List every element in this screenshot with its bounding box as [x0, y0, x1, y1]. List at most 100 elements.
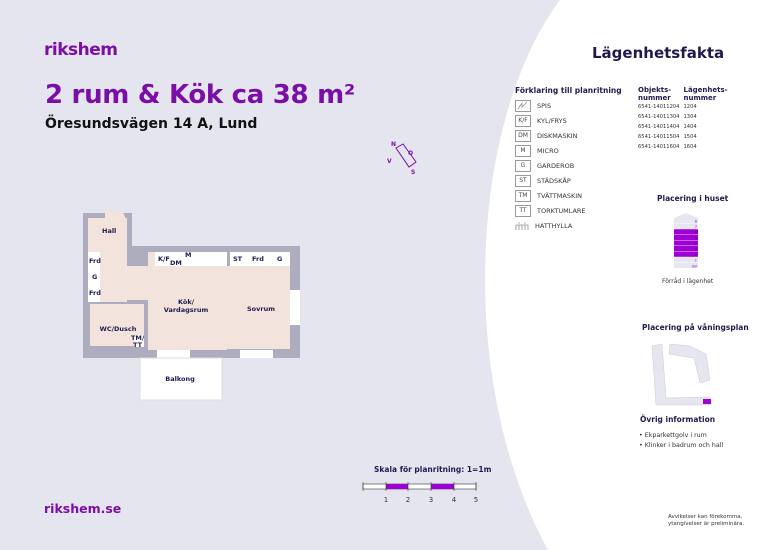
object-table: Objekts-nummer Lägenhets-nummer 6541-140… — [638, 86, 732, 154]
floor-label: BV — [692, 264, 697, 268]
legend-code: TT — [515, 204, 531, 217]
room-living: Vardagsrum — [164, 306, 209, 314]
table-cell: 6541-14011304 — [638, 114, 680, 120]
compass-s: S — [411, 169, 415, 176]
fixture-frd: Frd — [252, 255, 264, 263]
table-cell: 1304 — [683, 114, 697, 120]
table-cell: 1604 — [683, 144, 697, 150]
floor-label: 8 — [695, 220, 697, 224]
legend-label: TORKTUMLARE — [537, 206, 586, 215]
table-row: 6541-14011304 1304 — [638, 114, 732, 124]
building-title: Placering i huset — [657, 194, 729, 203]
table-cell: 1504 — [683, 134, 697, 140]
legend-code: ST — [515, 174, 531, 187]
facts-title: Lägenhetsfakta — [592, 44, 725, 62]
legend-label: KYL/FRYS — [537, 116, 567, 125]
legend-label: STÄDSKÅP — [537, 176, 571, 185]
info-item: • Klinker i badrum och hall — [639, 442, 724, 449]
legend-item: DM DISKMASKIN — [515, 128, 586, 143]
compass-n: N — [391, 141, 396, 148]
fixture-dm: DM — [170, 259, 182, 267]
table-cell: 1404 — [683, 124, 697, 130]
other-info-title: Övrig information — [640, 415, 716, 424]
scale-tick: 4 — [452, 496, 457, 504]
col-header: nummer — [638, 94, 671, 102]
table-row: 6541-14011404 1404 — [638, 124, 732, 134]
stove-icon — [515, 99, 531, 112]
fixture-g: G — [277, 255, 282, 263]
table-cell: 1204 — [683, 104, 697, 110]
fixture-tt: TT — [133, 341, 143, 349]
floor-label: 5 — [695, 236, 697, 240]
scale-tick: 5 — [474, 496, 478, 504]
room-hall: Hall — [102, 227, 116, 235]
scale-tick: 1 — [384, 496, 388, 504]
legend-code: M — [515, 144, 531, 157]
legend-list: SPIS K/F KYL/FRYS DM DISKMASKIN M MICRO G GARDER… — [515, 98, 586, 233]
floor-position-title: Placering på våningsplan — [642, 323, 749, 332]
floor-label: 4 — [695, 242, 698, 246]
floor-position-map — [651, 343, 711, 406]
fixture-m: M — [185, 251, 191, 259]
table-cell: 6541-14011204 — [638, 104, 680, 110]
floor-label: 7 — [695, 225, 697, 229]
floor-block — [674, 229, 698, 235]
rikshem-logo: rikshem — [44, 40, 118, 60]
table-cell: 6541-14011504 — [638, 134, 680, 140]
scale-tick: 3 — [429, 496, 433, 504]
fixture-tm: TM/ — [131, 334, 145, 342]
listing-address: Öresundsvägen 14 A, Lund — [45, 116, 258, 132]
table-row: 6541-14011604 1604 — [638, 144, 732, 154]
floor-plan: Hall Frd G Frd K/F DM M ST Frd G Kök/ Va… — [83, 210, 300, 401]
legend-code: K/F — [515, 114, 531, 127]
floor-block — [674, 257, 698, 263]
legend-code: TM — [515, 189, 531, 202]
legend-label: GARDEROB — [537, 161, 575, 170]
compass-o: O — [408, 150, 413, 157]
table-row: 6541-14011504 1504 — [638, 134, 732, 144]
listing-title: 2 rum & Kök ca 38 m² — [45, 80, 355, 110]
fixture-g: G — [92, 273, 97, 281]
scale-title: Skala för planritning: 1=1m — [374, 465, 492, 474]
compass-v: V — [387, 158, 392, 165]
legend-item: TM TVÄTTMASKIN — [515, 188, 586, 203]
legend-label: TVÄTTMASKIN — [537, 191, 582, 200]
legend-item: SPIS — [515, 98, 586, 113]
fixture-st: ST — [233, 255, 243, 263]
room-kitchen: Kök/ — [178, 298, 195, 306]
disclaimer: Avvikelser kan förekomma, ytangivelser ä… — [668, 514, 744, 528]
website-link[interactable]: rikshem.se — [44, 501, 122, 516]
hat-rack-icon — [515, 221, 529, 231]
legend-item: G GARDEROB — [515, 158, 586, 173]
disclaimer-line: Avvikelser kan förekomma, — [668, 514, 743, 520]
legend-item: M MICRO — [515, 143, 586, 158]
room-bathroom: WC/Dusch — [100, 325, 137, 333]
room-bedroom: Sovrum — [247, 305, 275, 313]
legend-code: G — [515, 159, 531, 172]
disclaimer-line: ytangivelser är preliminära. — [668, 521, 745, 527]
floor-block — [674, 251, 698, 257]
legend-item: K/F KYL/FRYS — [515, 113, 586, 128]
scale-bar: 1 2 3 4 5 — [362, 482, 478, 504]
scale-tick: 2 — [406, 496, 410, 504]
compass-icon: N O V S — [387, 141, 417, 176]
floor-block — [674, 218, 698, 224]
fixture-frd: Frd — [89, 289, 101, 297]
floor-label: 6 — [695, 231, 697, 235]
table-cell: 6541-14011604 — [638, 144, 680, 150]
legend-item: ST STÄDSKÅP — [515, 173, 586, 188]
legend-item: TT TORKTUMLARE — [515, 203, 586, 218]
legend-label: DISKMASKIN — [537, 131, 578, 140]
floor-block — [674, 246, 698, 252]
col-header: nummer — [683, 94, 717, 102]
floor-block — [674, 223, 698, 229]
other-info-list: • Ekparkettgolv i rum • Klinker i badrum… — [639, 431, 723, 451]
floor-block — [674, 234, 698, 240]
col-header: Lägenhets- — [683, 86, 728, 94]
legend-label: SPIS — [537, 101, 552, 110]
legend-label: MICRO — [537, 146, 559, 155]
floor-label: 3 — [695, 248, 697, 252]
building-roof — [674, 213, 698, 218]
floor-block — [674, 262, 698, 268]
